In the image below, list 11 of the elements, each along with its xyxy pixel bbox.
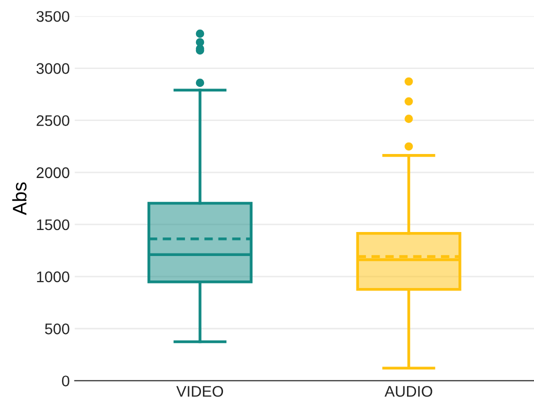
y-tick-label: 1000 bbox=[37, 271, 70, 282]
y-tick-label: 0 bbox=[62, 376, 70, 386]
y-tick-label: 500 bbox=[45, 323, 70, 334]
y-tick-label: 3000 bbox=[36, 63, 70, 74]
y-tick-label: 2500 bbox=[36, 115, 70, 126]
y-tick-label: 3500 bbox=[36, 11, 70, 22]
x-tick-label: AUDIO bbox=[384, 386, 432, 397]
y-tick-label: 1500 bbox=[37, 219, 70, 230]
y-axis-title: Abs bbox=[12, 182, 27, 216]
x-tick-label: VIDEO bbox=[176, 386, 224, 397]
y-tick-label: 2000 bbox=[36, 167, 70, 178]
